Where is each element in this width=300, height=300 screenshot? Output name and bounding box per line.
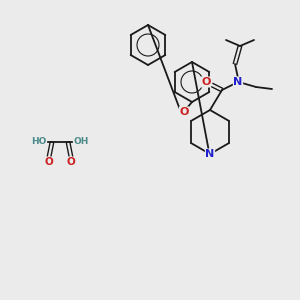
Text: OH: OH	[73, 136, 89, 146]
Text: O: O	[45, 157, 53, 167]
Text: N: N	[233, 77, 243, 87]
Text: O: O	[67, 157, 75, 167]
Text: HO: HO	[31, 136, 47, 146]
Text: O: O	[201, 77, 211, 87]
Text: N: N	[206, 149, 214, 159]
Text: O: O	[179, 107, 189, 117]
